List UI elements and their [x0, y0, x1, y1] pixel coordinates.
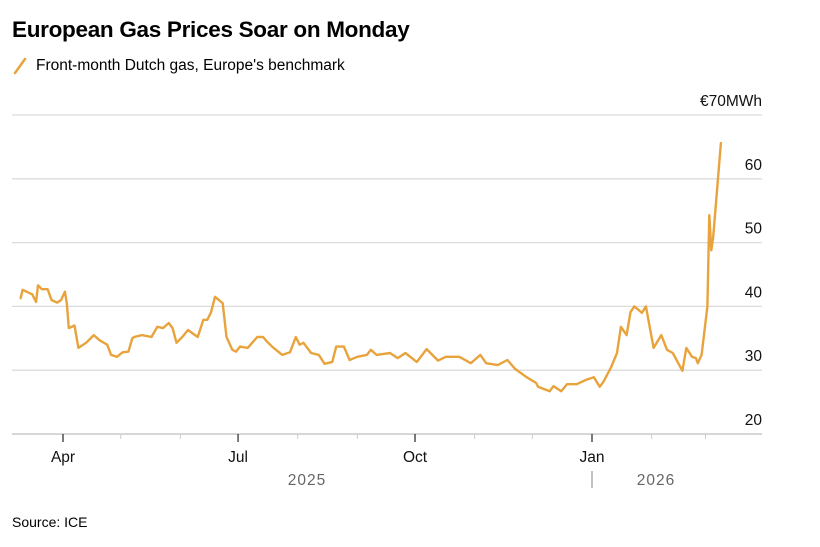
- x-tick-label: Apr: [51, 449, 75, 466]
- x-axis: Apr Jul Oct Jan 2025 2026: [51, 434, 706, 489]
- chart-title: European Gas Prices Soar on Monday: [12, 17, 410, 42]
- y-tick-label: 20: [745, 412, 763, 429]
- y-tick-label: 50: [745, 221, 763, 238]
- x-tick-label: Oct: [403, 449, 428, 466]
- y-tick-label: 40: [745, 284, 763, 301]
- series-line: [19, 141, 723, 393]
- slash-line-icon: [13, 57, 27, 75]
- x-tick-label: Jan: [580, 449, 605, 466]
- year-label-2025: 2025: [288, 472, 326, 489]
- y-tick-label: €70MWh: [700, 93, 762, 110]
- legend: Front-month Dutch gas, Europe's benchmar…: [12, 57, 345, 75]
- y-tick-label: 60: [745, 157, 763, 174]
- series: [19, 141, 723, 393]
- gridlines: [12, 114, 762, 435]
- y-tick-label: 30: [745, 348, 763, 365]
- year-label-2026: 2026: [637, 472, 675, 489]
- x-tick-label: Jul: [228, 449, 248, 466]
- legend-label: Front-month Dutch gas, Europe's benchmar…: [36, 57, 345, 74]
- y-axis: 20 30 40 50 60 €70MWh: [700, 93, 762, 429]
- source-note: Source: ICE: [12, 514, 88, 530]
